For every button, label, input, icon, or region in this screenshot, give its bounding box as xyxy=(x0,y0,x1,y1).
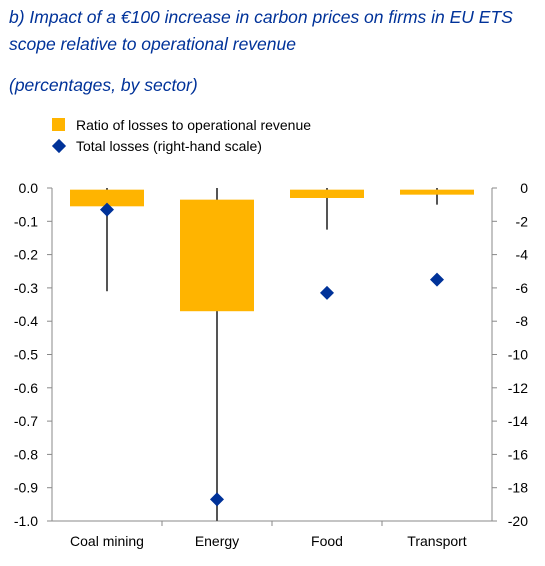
axes xyxy=(47,187,497,526)
left-tick-label: -0.2 xyxy=(14,247,38,263)
right-tick-label: -20 xyxy=(508,513,528,529)
category-label: Coal mining xyxy=(70,533,144,549)
bar xyxy=(70,189,144,207)
left-tick-label: -0.1 xyxy=(14,213,38,229)
bar xyxy=(290,189,364,198)
category-label: Food xyxy=(311,533,343,549)
left-tick-label: -0.9 xyxy=(14,480,38,496)
left-tick-label: -0.3 xyxy=(14,280,38,296)
diamond-marker xyxy=(430,272,444,287)
chart-subtitle: (percentages, by sector) xyxy=(9,75,198,95)
left-tick-label: -0.7 xyxy=(14,413,38,429)
left-tick-label: -1.0 xyxy=(14,513,38,529)
right-tick-label: -12 xyxy=(508,380,528,396)
right-tick-label: -8 xyxy=(516,313,529,329)
legend-item-total-losses: Total losses (right-hand scale) xyxy=(51,135,311,156)
bar xyxy=(400,189,474,195)
right-tick-label: -10 xyxy=(508,347,528,363)
chart-title: b) Impact of a €100 increase in carbon p… xyxy=(9,7,513,54)
diamond-marker xyxy=(320,285,334,300)
right-tick-label: -2 xyxy=(516,213,529,229)
legend-square-icon xyxy=(52,118,65,131)
tick-labels: 0.0 -0.1 -0.2 -0.3 -0.4 -0.5 -0.6 -0.7 -0.8 -0.9 -… xyxy=(14,180,528,549)
legend: Ratio of losses to operational revenue T… xyxy=(51,114,311,156)
legend-item-ratio: Ratio of losses to operational revenue xyxy=(52,114,311,135)
diamond-marker xyxy=(100,202,114,217)
left-tick-label: -0.8 xyxy=(14,446,38,462)
left-tick-label: -0.4 xyxy=(14,313,38,329)
right-tick-label: -18 xyxy=(508,480,528,496)
left-tick-label: 0.0 xyxy=(19,180,39,196)
legend-label-total-losses: Total losses (right-hand scale) xyxy=(76,137,262,154)
category-label: Transport xyxy=(407,533,467,549)
right-tick-label: 0 xyxy=(520,180,528,196)
right-tick-label: -6 xyxy=(516,280,529,296)
left-tick-label: -0.5 xyxy=(14,347,38,363)
legend-label-ratio: Ratio of losses to operational revenue xyxy=(76,116,312,133)
category-label: Energy xyxy=(195,533,239,549)
left-tick-label: -0.6 xyxy=(14,380,38,396)
right-tick-label: -4 xyxy=(516,247,529,263)
chart-marks xyxy=(70,188,474,521)
right-tick-label: -16 xyxy=(508,446,528,462)
right-tick-label: -14 xyxy=(508,413,528,429)
bar xyxy=(180,199,254,312)
diamond-marker xyxy=(210,492,224,507)
